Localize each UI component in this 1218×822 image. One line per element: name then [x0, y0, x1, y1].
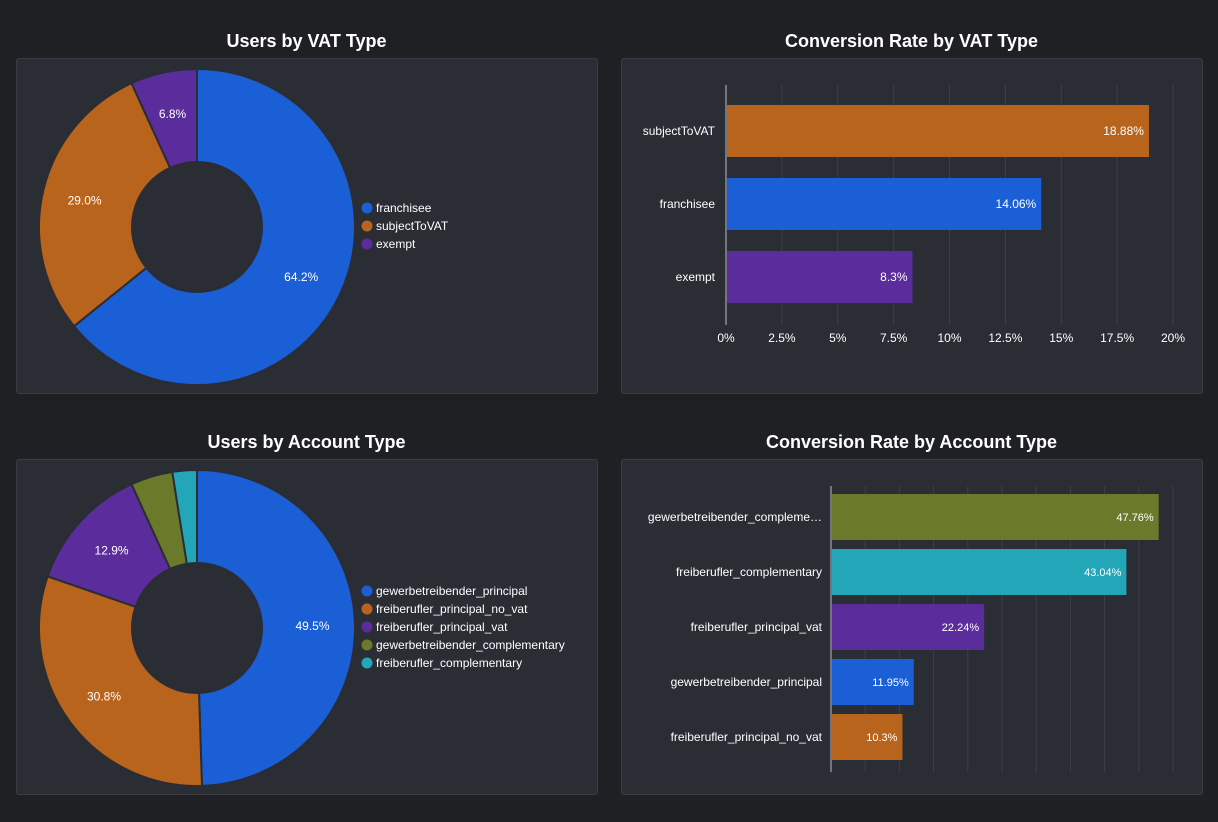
legend-label-freiberufler-principal-vat: freiberufler_principal_vat [376, 620, 508, 634]
category-label-freiberufler-principal-vat: freiberufler_principal_vat [691, 620, 823, 634]
x-tick-label: 15% [1049, 331, 1073, 345]
legend-marker-freiberufler-principal-no-vat [361, 603, 373, 615]
chart-title-conversion-account: Conversion Rate by Account Type [765, 432, 1058, 452]
slice-label-freiberufler-principal-no-vat: 30.8% [87, 689, 121, 703]
bar-gewerbetreibender-compleme[interactable] [832, 494, 1159, 540]
bar-freiberufler-principal-vat[interactable] [832, 604, 985, 650]
category-label-gewerbetreibender-principal: gewerbetreibender_principal [671, 675, 822, 689]
bar-franchisee[interactable] [727, 178, 1042, 230]
x-tick-label: 7.5% [880, 331, 908, 345]
category-label-gewerbetreibender-compleme: gewerbetreibender_compleme… [648, 510, 822, 524]
category-label-exempt: exempt [676, 270, 716, 284]
legend-marker-exempt [361, 238, 373, 250]
slice-label-franchisee: 64.2% [284, 270, 318, 284]
bar-exempt[interactable] [727, 251, 913, 303]
bar-gewerbetreibender-principal[interactable] [832, 659, 914, 705]
category-label-freiberufler-principal-no-vat: freiberufler_principal_no_vat [671, 730, 823, 744]
slice-subjecttovat[interactable] [38, 81, 172, 328]
value-label-gewerbetreibender-principal: 11.95% [872, 677, 909, 689]
x-tick-label: 12.5% [988, 331, 1022, 345]
slice-freiberufler-complementary[interactable] [171, 468, 198, 565]
conversion-vat-bar-chart: 0% 2.5% 5% 7.5% 10% 12.5% 15% 17.5% 20% subjectTo… [643, 85, 1185, 345]
slice-label-subjecttovat: 29.0% [68, 193, 102, 207]
legend-label-gewerbetreibender-complementary: gewerbetreibender_complementary [376, 638, 565, 652]
chart-title-users-vat: Users by VAT Type [226, 31, 387, 51]
users-vat-panel: 64.2% 29.0% 6.8% franchisee subjectToVAT exem… [16, 58, 598, 394]
slice-freiberufler-principal-no-vat[interactable] [38, 575, 203, 787]
users-vat-donut-chart: 64.2% 29.0% 6.8% franchisee subjectToVAT exem… [38, 67, 449, 386]
conversion-account-panel: gewerbetreibender_compleme… 47.76% freiber… [621, 459, 1203, 795]
conversion-vat-panel: 0% 2.5% 5% 7.5% 10% 12.5% 15% 17.5% 20% subjectTo… [621, 58, 1203, 394]
value-label-freiberufler-principal-vat: 22.24% [942, 622, 980, 634]
slice-label-freiberufler-principal-vat: 12.9% [95, 543, 129, 557]
slice-exempt[interactable] [130, 67, 198, 170]
users-account-panel: 49.5% 30.8% 12.9% gewerbetreibender_princip… [16, 459, 598, 795]
legend-label-subjecttovat: subjectToVAT [376, 219, 449, 233]
slice-franchisee[interactable] [72, 67, 356, 386]
legend-marker-gewerbetreibender-complementary [361, 639, 373, 651]
legend-marker-freiberufler-complementary [361, 657, 373, 669]
legend-marker-subjecttovat [361, 220, 373, 232]
legend-label-exempt: exempt [376, 237, 416, 251]
x-tick-label: 10% [937, 331, 961, 345]
legend-label-freiberufler-principal-no-vat: freiberufler_principal_no_vat [376, 602, 528, 616]
bar-freiberufler-principal-no-vat[interactable] [832, 714, 903, 760]
value-label-exempt: 8.3% [880, 270, 908, 284]
category-label-subjecttovat: subjectToVAT [643, 124, 716, 138]
legend-marker-gewerbetreibender-principal [361, 585, 373, 597]
slice-gewerbetreibender-principal[interactable] [196, 468, 356, 787]
conversion-account-bar-chart: gewerbetreibender_compleme… 47.76% freiber… [648, 486, 1174, 772]
bar-subjecttovat[interactable] [727, 105, 1149, 157]
legend-label-gewerbetreibender-principal: gewerbetreibender_principal [376, 584, 527, 598]
value-label-gewerbetreibender-compleme: 47.76% [1116, 512, 1154, 524]
value-label-franchisee: 14.06% [996, 197, 1037, 211]
category-label-franchisee: franchisee [660, 197, 716, 211]
slice-freiberufler-principal-vat[interactable] [46, 482, 172, 609]
legend-marker-franchisee [361, 202, 373, 214]
x-tick-label: 2.5% [768, 331, 796, 345]
users-account-donut-chart: 49.5% 30.8% 12.9% gewerbetreibender_princip… [38, 468, 565, 787]
chart-title-users-account: Users by Account Type [207, 432, 406, 452]
x-tick-label: 20% [1161, 331, 1185, 345]
legend-label-freiberufler-complementary: freiberufler_complementary [376, 656, 522, 670]
category-label-freiberufler-complementary: freiberufler_complementary [676, 565, 822, 579]
x-tick-label: 17.5% [1100, 331, 1134, 345]
value-label-freiberufler-principal-no-vat: 10.3% [866, 732, 897, 744]
chart-title-conversion-vat: Conversion Rate by VAT Type [784, 31, 1039, 51]
slice-label-gewerbetreibender-principal: 49.5% [295, 619, 329, 633]
legend-marker-freiberufler-principal-vat [361, 621, 373, 633]
x-tick-label: 5% [829, 331, 847, 345]
bar-freiberufler-complementary[interactable] [832, 549, 1127, 595]
slice-label-exempt: 6.8% [159, 107, 187, 121]
value-label-subjecttovat: 18.88% [1103, 124, 1144, 138]
x-tick-label: 0% [717, 331, 735, 345]
value-label-freiberufler-complementary: 43.04% [1084, 567, 1122, 579]
legend-label-franchisee: franchisee [376, 201, 432, 215]
